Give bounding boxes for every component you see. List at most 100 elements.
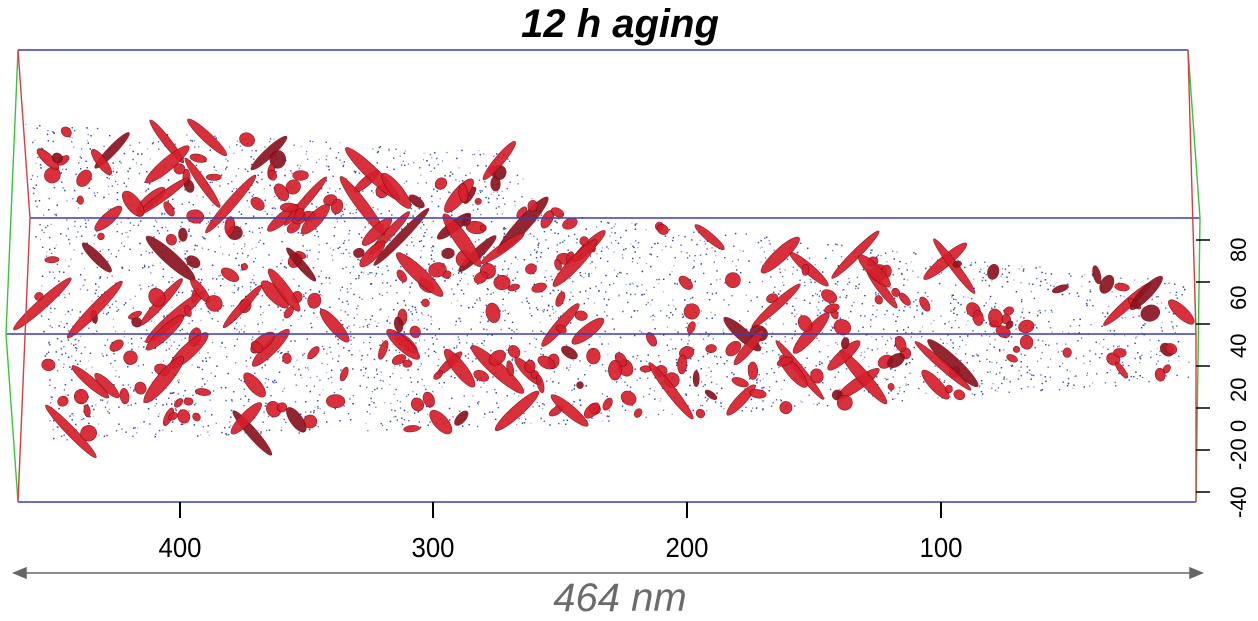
matrix-atom bbox=[173, 341, 175, 343]
matrix-atom bbox=[214, 169, 216, 171]
matrix-atom bbox=[411, 319, 414, 321]
matrix-atom bbox=[486, 329, 488, 331]
matrix-atom bbox=[625, 284, 627, 286]
matrix-atom bbox=[808, 394, 810, 396]
matrix-atom bbox=[458, 317, 460, 319]
matrix-atom bbox=[784, 341, 787, 343]
matrix-atom bbox=[563, 239, 566, 242]
matrix-atom bbox=[342, 164, 345, 166]
matrix-atom bbox=[183, 157, 185, 160]
matrix-atom bbox=[171, 276, 173, 279]
matrix-atom bbox=[478, 401, 480, 403]
matrix-atom bbox=[238, 331, 241, 333]
matrix-atom bbox=[471, 343, 474, 345]
matrix-atom bbox=[472, 275, 474, 277]
matrix-atom bbox=[864, 351, 866, 353]
matrix-atom bbox=[64, 313, 66, 316]
matrix-atom bbox=[31, 175, 34, 177]
matrix-atom bbox=[871, 336, 873, 338]
matrix-atom bbox=[115, 430, 118, 432]
matrix-atom bbox=[540, 252, 543, 254]
matrix-atom bbox=[545, 239, 547, 241]
matrix-atom bbox=[490, 193, 492, 195]
matrix-atom bbox=[991, 387, 993, 389]
matrix-atom bbox=[297, 164, 299, 166]
matrix-atom bbox=[510, 263, 512, 265]
matrix-atom bbox=[236, 140, 239, 142]
matrix-atom bbox=[83, 267, 86, 270]
matrix-atom bbox=[770, 276, 772, 278]
matrix-atom bbox=[188, 322, 190, 325]
matrix-atom bbox=[97, 295, 99, 297]
matrix-atom bbox=[152, 284, 154, 286]
matrix-atom bbox=[106, 402, 108, 404]
matrix-atom bbox=[323, 412, 325, 414]
matrix-atom bbox=[281, 259, 283, 261]
matrix-atom bbox=[339, 289, 342, 291]
matrix-atom bbox=[322, 389, 324, 391]
matrix-atom bbox=[87, 133, 89, 136]
matrix-atom bbox=[420, 240, 422, 242]
matrix-atom bbox=[107, 400, 109, 402]
matrix-atom bbox=[60, 435, 63, 437]
matrix-atom bbox=[645, 262, 648, 265]
matrix-atom bbox=[72, 413, 74, 415]
matrix-atom bbox=[41, 285, 43, 287]
matrix-atom bbox=[504, 309, 506, 312]
matrix-atom bbox=[367, 430, 369, 432]
matrix-atom bbox=[1156, 353, 1158, 356]
matrix-atom bbox=[192, 394, 194, 396]
matrix-atom bbox=[243, 235, 245, 237]
matrix-atom bbox=[946, 342, 948, 345]
matrix-atom bbox=[39, 224, 41, 226]
matrix-atom bbox=[524, 351, 526, 353]
matrix-atom bbox=[140, 164, 142, 166]
matrix-atom bbox=[307, 367, 309, 369]
matrix-atom bbox=[1020, 282, 1022, 284]
matrix-atom bbox=[372, 206, 374, 209]
matrix-atom bbox=[642, 332, 645, 334]
matrix-atom bbox=[816, 337, 818, 339]
matrix-atom bbox=[53, 186, 56, 189]
matrix-atom bbox=[180, 225, 182, 228]
matrix-atom bbox=[233, 188, 235, 190]
matrix-atom bbox=[257, 182, 259, 184]
matrix-atom bbox=[532, 385, 535, 387]
matrix-atom bbox=[334, 190, 337, 192]
matrix-atom bbox=[101, 353, 103, 355]
matrix-atom bbox=[610, 242, 613, 244]
matrix-atom bbox=[1048, 321, 1050, 323]
matrix-atom bbox=[604, 370, 607, 372]
matrix-atom bbox=[529, 307, 531, 309]
matrix-atom bbox=[274, 328, 277, 330]
matrix-atom bbox=[477, 193, 479, 195]
matrix-atom bbox=[818, 295, 820, 297]
matrix-atom bbox=[184, 337, 186, 339]
matrix-atom bbox=[1130, 375, 1132, 378]
matrix-atom bbox=[601, 364, 604, 366]
matrix-atom bbox=[393, 416, 395, 418]
matrix-atom bbox=[200, 308, 202, 310]
matrix-atom bbox=[1161, 321, 1163, 323]
matrix-atom bbox=[44, 258, 46, 260]
matrix-atom bbox=[380, 371, 382, 373]
matrix-atom bbox=[699, 254, 702, 256]
matrix-atom bbox=[986, 349, 988, 351]
matrix-atom bbox=[497, 274, 500, 276]
matrix-atom bbox=[66, 439, 68, 441]
matrix-atom bbox=[762, 353, 764, 355]
matrix-atom bbox=[1161, 330, 1163, 332]
matrix-atom bbox=[86, 289, 89, 291]
matrix-atom bbox=[567, 369, 570, 371]
matrix-atom bbox=[273, 138, 275, 141]
matrix-atom bbox=[645, 289, 648, 291]
matrix-atom bbox=[389, 322, 391, 324]
matrix-atom bbox=[742, 250, 744, 252]
matrix-atom bbox=[457, 336, 459, 338]
matrix-atom bbox=[819, 312, 821, 314]
matrix-atom bbox=[540, 214, 543, 216]
matrix-atom bbox=[395, 349, 397, 352]
matrix-atom bbox=[259, 231, 261, 234]
matrix-atom bbox=[244, 243, 246, 245]
matrix-atom bbox=[536, 261, 538, 263]
